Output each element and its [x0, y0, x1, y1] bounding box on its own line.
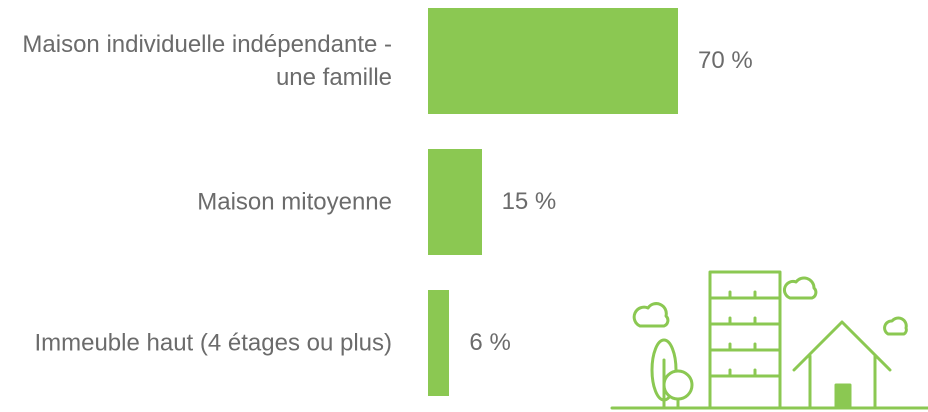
- category-label: Maison individuelle indépendante - une f…: [22, 31, 392, 91]
- house-walls: [808, 354, 877, 410]
- tower: [708, 270, 782, 410]
- bar: [428, 149, 482, 255]
- bar: [428, 8, 678, 114]
- roof: [792, 320, 892, 372]
- value-label: 70 %: [698, 47, 753, 74]
- category-label: Maison mitoyenne: [197, 188, 392, 216]
- round-tree: [662, 369, 694, 401]
- category-label: Immeuble haut (4 étages ou plus): [34, 329, 392, 357]
- bar: [428, 290, 450, 396]
- value-label: 6 %: [469, 329, 511, 356]
- tower-floors: [708, 290, 782, 378]
- cloud: [782, 276, 818, 300]
- cloud: [883, 316, 908, 336]
- cloud: [632, 302, 670, 328]
- value-label: 15 %: [501, 188, 557, 215]
- door: [834, 383, 852, 410]
